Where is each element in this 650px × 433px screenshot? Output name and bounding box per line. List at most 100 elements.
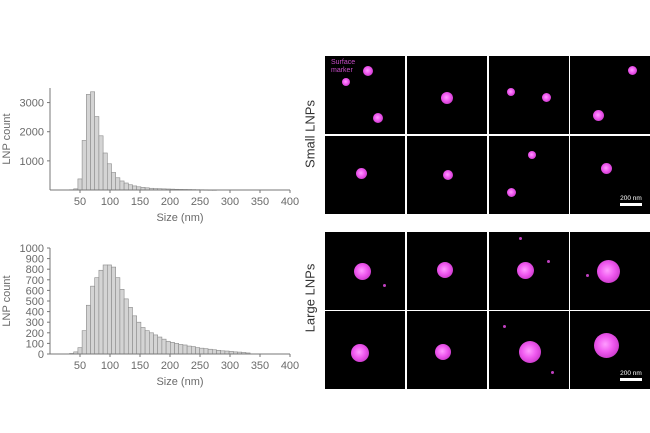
histogram-bar (199, 347, 205, 355)
lnp-spot (517, 262, 534, 279)
x-tick-label: 150 (131, 360, 149, 372)
x-tick-label: 100 (101, 360, 119, 372)
histogram-bar (128, 307, 133, 355)
histogram-bar (98, 135, 104, 191)
histogram-bar (115, 277, 121, 355)
lnp-spot (601, 163, 612, 174)
lnp-spot (441, 92, 453, 104)
lnp-spot (437, 262, 453, 278)
histogram-bar (123, 182, 129, 191)
x-tick-label: 50 (74, 360, 86, 372)
histogram-bar (178, 344, 184, 355)
x-tick-label: 300 (221, 360, 239, 372)
lnp-speck (383, 284, 386, 287)
micrograph-tile (407, 311, 487, 389)
large-lnps-label: Large LNPs (302, 263, 318, 333)
x-axis-title: Size (nm) (156, 376, 203, 388)
histogram-bar (136, 321, 142, 355)
micrograph-tile (570, 232, 650, 310)
y-axis-title: LNP count (1, 275, 13, 326)
histogram-bar (102, 264, 108, 355)
micrograph-tile (489, 232, 569, 310)
y-tick-label: 2000 (20, 127, 44, 139)
histogram-bar (123, 298, 129, 355)
y-tick-label: 100 (26, 338, 44, 350)
histogram-bar (128, 184, 133, 191)
micrograph-tile (570, 56, 650, 134)
histogram-bar (182, 344, 188, 355)
micrograph-tile (407, 232, 487, 310)
y-tick-label: 700 (26, 275, 44, 287)
x-tick-label: 350 (251, 360, 269, 372)
x-tick-label: 150 (131, 196, 149, 208)
micrograph-tile (325, 136, 405, 214)
scale-bar: 200 nm (620, 195, 642, 206)
surface-marker-caption: Surface marker (331, 59, 356, 74)
histogram-bar (77, 347, 83, 355)
x-tick-label: 200 (161, 360, 179, 372)
lnp-spot (373, 113, 383, 123)
y-tick-label: 200 (26, 328, 44, 340)
histogram-bar (119, 180, 125, 191)
micrograph-tile: Surface marker (325, 56, 405, 134)
scale-bar-line (620, 378, 642, 381)
x-tick-label: 250 (191, 196, 209, 208)
lnp-spot (528, 151, 536, 159)
micrograph-tile (325, 311, 405, 389)
x-tick-label: 350 (251, 196, 269, 208)
histogram-bar (111, 266, 116, 355)
x-tick-label: 400 (281, 196, 299, 208)
histogram-bar (212, 349, 217, 355)
histogram-bar (170, 342, 175, 355)
micrograph-tile (489, 311, 569, 389)
y-tick-label: 1000 (20, 243, 44, 255)
histogram-bar (140, 327, 146, 355)
y-tick-label: 1000 (20, 156, 44, 168)
histogram-bar (90, 91, 95, 191)
lnp-speck (547, 260, 550, 263)
histogram-bar (195, 347, 200, 355)
scale-bar-line (620, 203, 642, 206)
histogram-bar (203, 348, 209, 355)
scale-bar-label: 200 nm (620, 370, 642, 377)
lnp-speck (551, 371, 554, 374)
lnp-spot (507, 188, 516, 197)
x-axis-title: Size (nm) (156, 212, 203, 224)
histogram-bar (102, 152, 108, 191)
histogram-bar (191, 346, 196, 355)
lnp-spot (354, 263, 371, 280)
x-tick-label: 100 (101, 196, 119, 208)
micrograph-tile (407, 56, 487, 134)
y-tick-label: 400 (26, 307, 44, 319)
y-tick-label: 900 (26, 254, 44, 266)
histogram-bar (107, 163, 112, 191)
x-tick-label: 50 (74, 196, 86, 208)
y-tick-label: 300 (26, 317, 44, 329)
histogram-bar (132, 315, 137, 355)
micrograph-tile: 200 nm (570, 311, 650, 389)
histogram-bar (157, 336, 163, 355)
lnp-spot (542, 93, 551, 102)
lnp-spot (342, 78, 350, 86)
scale-bar-label: 200 nm (620, 195, 642, 202)
histogram-bar (132, 185, 137, 191)
lnp-spot (594, 333, 619, 358)
lnp-spot (593, 110, 604, 121)
lnp-spot (363, 66, 373, 76)
lnp-spot (628, 66, 637, 75)
histogram-bar (165, 340, 171, 355)
x-tick-label: 200 (161, 196, 179, 208)
lnp-speck (503, 325, 506, 328)
histogram-bar (98, 269, 104, 355)
lnp-spot (443, 170, 453, 180)
histogram-large-lnps: 50 100 150 200 250 300 350 40001002003004005006… (1, 243, 299, 388)
y-tick-label: 800 (26, 264, 44, 276)
histogram-bar (77, 178, 83, 191)
scale-bar: 200 nm (620, 370, 642, 381)
histogram-bar (207, 348, 213, 355)
histogram-bar (94, 116, 100, 191)
lnp-spot (507, 88, 515, 96)
x-tick-label: 250 (191, 360, 209, 372)
x-tick-label: 300 (221, 196, 239, 208)
histogram-bar (161, 338, 167, 355)
